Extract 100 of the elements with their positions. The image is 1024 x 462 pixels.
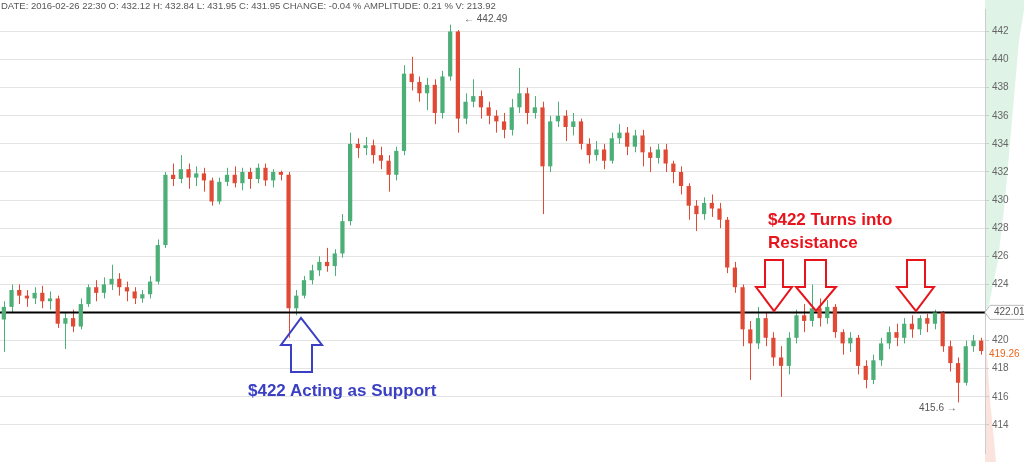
candlestick bbox=[809, 283, 814, 328]
candlestick bbox=[663, 143, 668, 173]
candlestick bbox=[694, 199, 699, 232]
y-tick-label: 424 bbox=[992, 278, 1010, 290]
y-tick-label: 426 bbox=[992, 250, 1010, 262]
candlestick bbox=[109, 264, 114, 291]
candlestick bbox=[625, 126, 630, 156]
candlestick bbox=[955, 356, 961, 403]
y-tick-label: 420 bbox=[992, 334, 1010, 346]
candlestick bbox=[209, 177, 214, 207]
candlestick bbox=[825, 299, 830, 325]
candlestick bbox=[63, 311, 68, 350]
y-tick-label: 416 bbox=[992, 390, 1010, 402]
candlestick bbox=[717, 202, 722, 229]
candlestick bbox=[86, 283, 91, 308]
candlestick bbox=[648, 146, 653, 173]
candlestick bbox=[101, 276, 106, 299]
candlestick bbox=[871, 354, 876, 385]
annotation: 415.6 → bbox=[919, 402, 957, 413]
candlestick bbox=[586, 137, 591, 165]
annotation: ← 442.49 bbox=[464, 13, 508, 24]
y-tick-label: 442 bbox=[992, 25, 1010, 37]
candlestick bbox=[732, 261, 738, 294]
ref-line-label: 422.01 bbox=[994, 306, 1024, 318]
y-tick-label: 432 bbox=[992, 165, 1010, 177]
candlestick bbox=[617, 123, 622, 145]
candlestick bbox=[17, 283, 22, 305]
candlestick bbox=[471, 78, 476, 108]
y-tick-label: 436 bbox=[992, 109, 1010, 121]
candlestick bbox=[378, 146, 384, 170]
candlestick bbox=[371, 139, 376, 165]
candlestick bbox=[879, 337, 884, 367]
candlestick bbox=[525, 87, 530, 125]
candlestick bbox=[240, 167, 245, 191]
candlestick bbox=[840, 328, 845, 356]
candlestick bbox=[94, 279, 99, 302]
candlestick bbox=[702, 196, 707, 221]
y-tick-label: 440 bbox=[992, 53, 1010, 65]
candlestick bbox=[763, 311, 768, 347]
candlestick bbox=[578, 118, 584, 151]
candlestick bbox=[224, 167, 230, 187]
candlestick bbox=[263, 163, 268, 187]
candlestick bbox=[894, 323, 899, 347]
candlestick bbox=[640, 129, 645, 167]
candlestick bbox=[186, 163, 191, 190]
y-tick-label: 438 bbox=[992, 81, 1010, 93]
annotation: $422 Acting as Support bbox=[248, 381, 437, 401]
candlestick bbox=[247, 167, 253, 190]
candlestick bbox=[932, 309, 938, 330]
candlestick bbox=[902, 317, 907, 344]
candlestick bbox=[886, 326, 891, 350]
candlestick bbox=[486, 101, 491, 125]
candlestick bbox=[509, 98, 514, 136]
candlestick bbox=[771, 331, 776, 367]
candlestick bbox=[309, 264, 314, 285]
candlestick bbox=[917, 314, 922, 336]
candlestick bbox=[609, 132, 614, 165]
candlestick bbox=[301, 275, 307, 299]
y-tick-label: 418 bbox=[992, 362, 1010, 374]
y-tick-label: 434 bbox=[992, 137, 1010, 149]
candlestick bbox=[386, 154, 391, 193]
candlestick bbox=[678, 165, 684, 195]
candlestick bbox=[394, 146, 399, 181]
annotation: DATE: 2016-02-26 22:30 O: 432.12 H: 432.84 L: 431.95 C: 431.95 CHANGE: -0.04 % AMPLITUDE: 0.21 % V: 213.92 bbox=[1, 0, 496, 11]
candlestick bbox=[201, 167, 207, 193]
candlestick bbox=[709, 193, 714, 218]
candlestick bbox=[463, 92, 468, 125]
y-tick-label: 430 bbox=[992, 193, 1010, 205]
y-tick-label: 414 bbox=[992, 418, 1010, 430]
candlestick bbox=[925, 313, 930, 333]
candlestick bbox=[802, 303, 807, 333]
candlestick bbox=[78, 297, 83, 330]
candlestick bbox=[817, 297, 822, 328]
candlestick bbox=[601, 143, 607, 170]
candlestick bbox=[478, 89, 484, 120]
text: 419.26 bbox=[989, 348, 1020, 359]
candlestick bbox=[255, 163, 260, 184]
candlestick bbox=[563, 109, 568, 142]
candlestick bbox=[178, 154, 183, 184]
candlestick bbox=[863, 359, 868, 389]
y-tick-label: 428 bbox=[992, 221, 1010, 233]
candlestick bbox=[571, 112, 576, 136]
candlestick bbox=[363, 136, 368, 156]
candlestick bbox=[532, 95, 537, 120]
candlestick bbox=[632, 129, 637, 153]
candlestick bbox=[948, 340, 953, 373]
candlestick bbox=[194, 165, 199, 187]
candlestick bbox=[9, 283, 14, 313]
candlestick bbox=[217, 177, 222, 205]
candlestick bbox=[417, 75, 422, 103]
candlestick bbox=[778, 345, 784, 398]
candlestick bbox=[1, 300, 6, 353]
candlestick bbox=[517, 67, 522, 114]
candlestick bbox=[47, 290, 53, 311]
candlestick bbox=[686, 182, 691, 221]
candlestick bbox=[501, 112, 507, 139]
candlestick bbox=[748, 320, 753, 381]
candlestick bbox=[332, 248, 337, 277]
candlestick bbox=[70, 309, 76, 333]
candlestick bbox=[594, 140, 599, 162]
